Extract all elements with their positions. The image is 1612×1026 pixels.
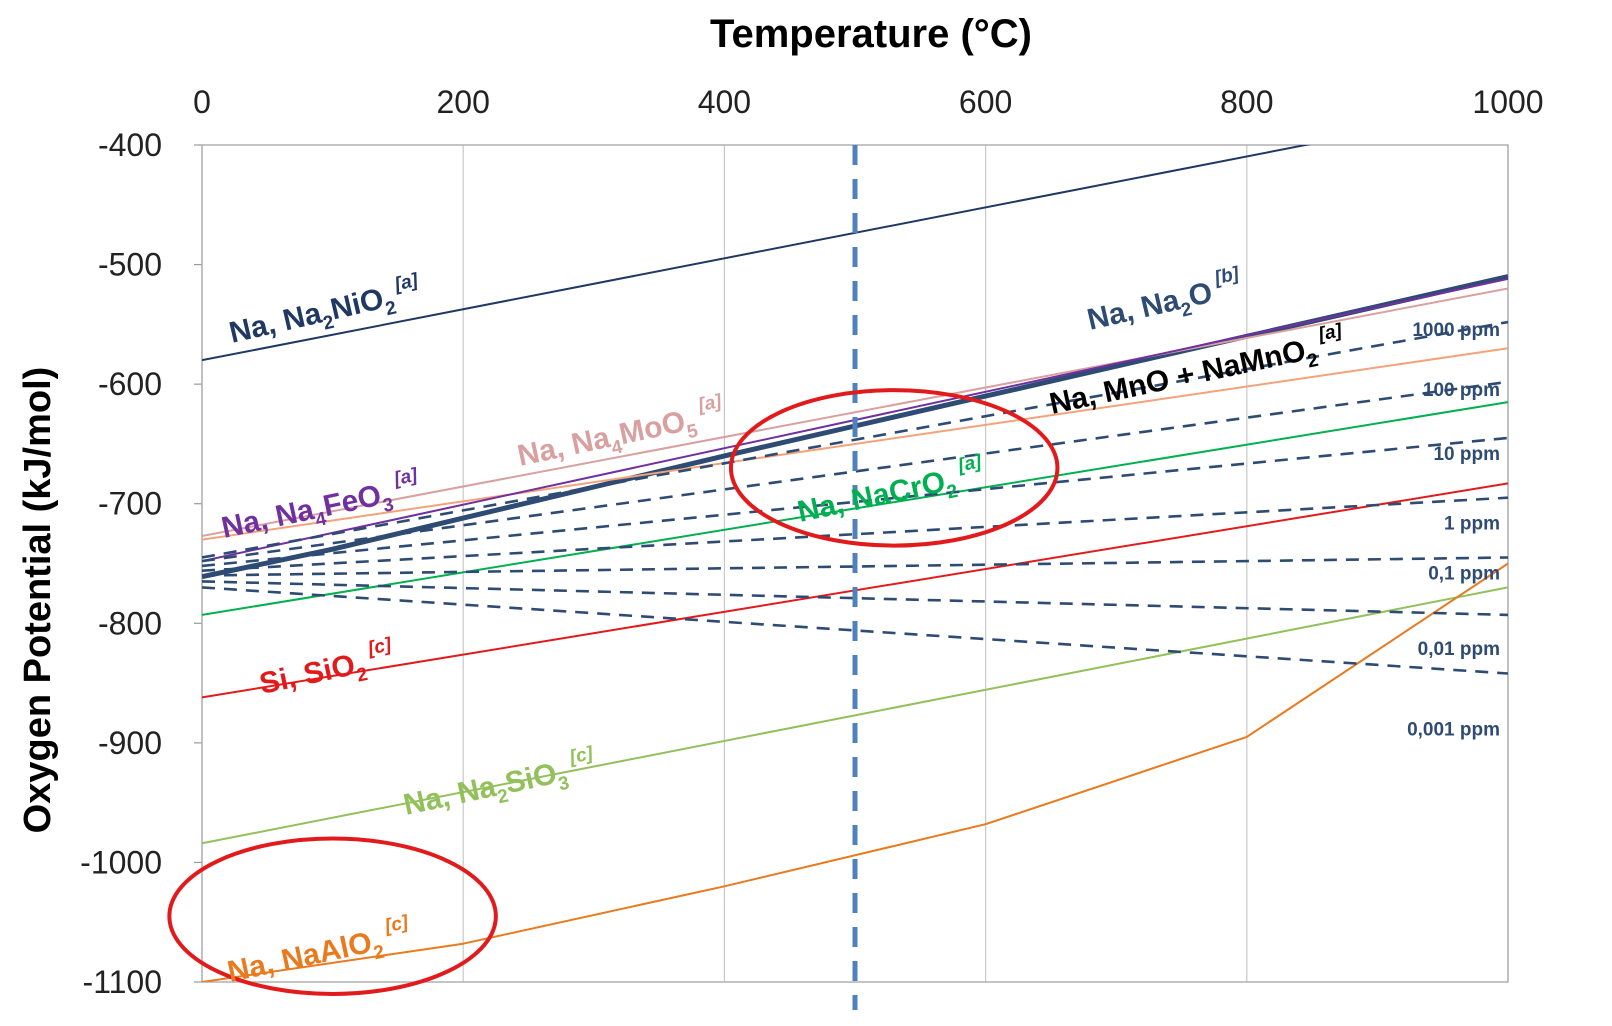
- series-line-0-1-ppm: [202, 556, 1508, 577]
- series-line-1-ppm: [202, 496, 1508, 572]
- series-line-0-01-ppm: [202, 580, 1508, 617]
- highlight-ellipse-na-naalo2: [167, 836, 498, 996]
- series-line-na-naalo2-c: [202, 562, 1508, 982]
- x-tick-400: 400: [698, 84, 751, 120]
- y-tick-labels: -400 -500 -600 -700 -800 -900 -1000 -1100: [80, 127, 162, 1000]
- y-tick--600: -600: [98, 366, 162, 402]
- ppm-label-0-1-ppm: 0,1 ppm: [1428, 564, 1500, 585]
- x-tick-0: 0: [193, 84, 211, 120]
- label-na2nio2: Na, Na2NiO2[a]: [225, 270, 425, 356]
- series-line-na-nacro2-a: [202, 401, 1508, 616]
- ppm-labels: 1000 ppm 100 ppm 10 ppm 1 ppm 0,1 ppm 0,01 pp…: [1407, 320, 1500, 741]
- y-tick--500: -500: [98, 247, 162, 283]
- ppm-label-0-001-ppm: 0,001 ppm: [1407, 720, 1500, 741]
- ppm-label-0-01-ppm: 0,01 ppm: [1418, 639, 1500, 660]
- ppm-label-1-ppm: 1 ppm: [1444, 514, 1500, 535]
- y-tick--800: -800: [98, 605, 162, 641]
- y-tick--1100: -1100: [83, 964, 162, 1000]
- x-tick-200: 200: [437, 84, 490, 120]
- series-line-na-na2sio3-c: [202, 586, 1508, 845]
- x-tick-600: 600: [959, 84, 1012, 120]
- y-tick--1000: -1000: [80, 844, 162, 880]
- label-sio2: Si, SiO2[c]: [255, 634, 399, 707]
- y-tick--900: -900: [98, 725, 162, 761]
- y-tick--400: -400: [98, 127, 162, 163]
- series-line-0-001-ppm: [202, 586, 1508, 675]
- ppm-label-10-ppm: 10 ppm: [1433, 444, 1500, 465]
- series-line-na-na4moo5-a: [202, 287, 1508, 537]
- label-na4feo3: Na, Na4FeO3[a]: [217, 465, 425, 551]
- label-na2o: Na, Na2O[b]: [1083, 263, 1247, 342]
- ppm-label-1000-ppm: 1000 ppm: [1412, 320, 1500, 341]
- y-tick--700: -700: [98, 486, 162, 522]
- x-tick-labels: 0 200 400 600 800 1000: [193, 84, 1543, 120]
- highlight-ellipses: [167, 388, 1060, 996]
- label-nacro2: Na, NaCrO2[a]: [793, 451, 989, 535]
- y-axis-title: Oxygen Potential (kJ/mol): [17, 367, 59, 834]
- highlight-ellipse-na-nacro2: [728, 388, 1060, 548]
- series-line-na-mno-namno2-a: [202, 347, 1508, 541]
- x-tick-800: 800: [1220, 84, 1273, 120]
- label-na4moo5: Na, Na4MoO5[a]: [513, 391, 729, 479]
- x-tick-1000: 1000: [1472, 84, 1543, 120]
- series-line-1000-ppm: [202, 320, 1508, 559]
- x-axis-title: Temperature (°C): [710, 12, 1032, 56]
- ppm-label-100-ppm: 100 ppm: [1423, 380, 1500, 401]
